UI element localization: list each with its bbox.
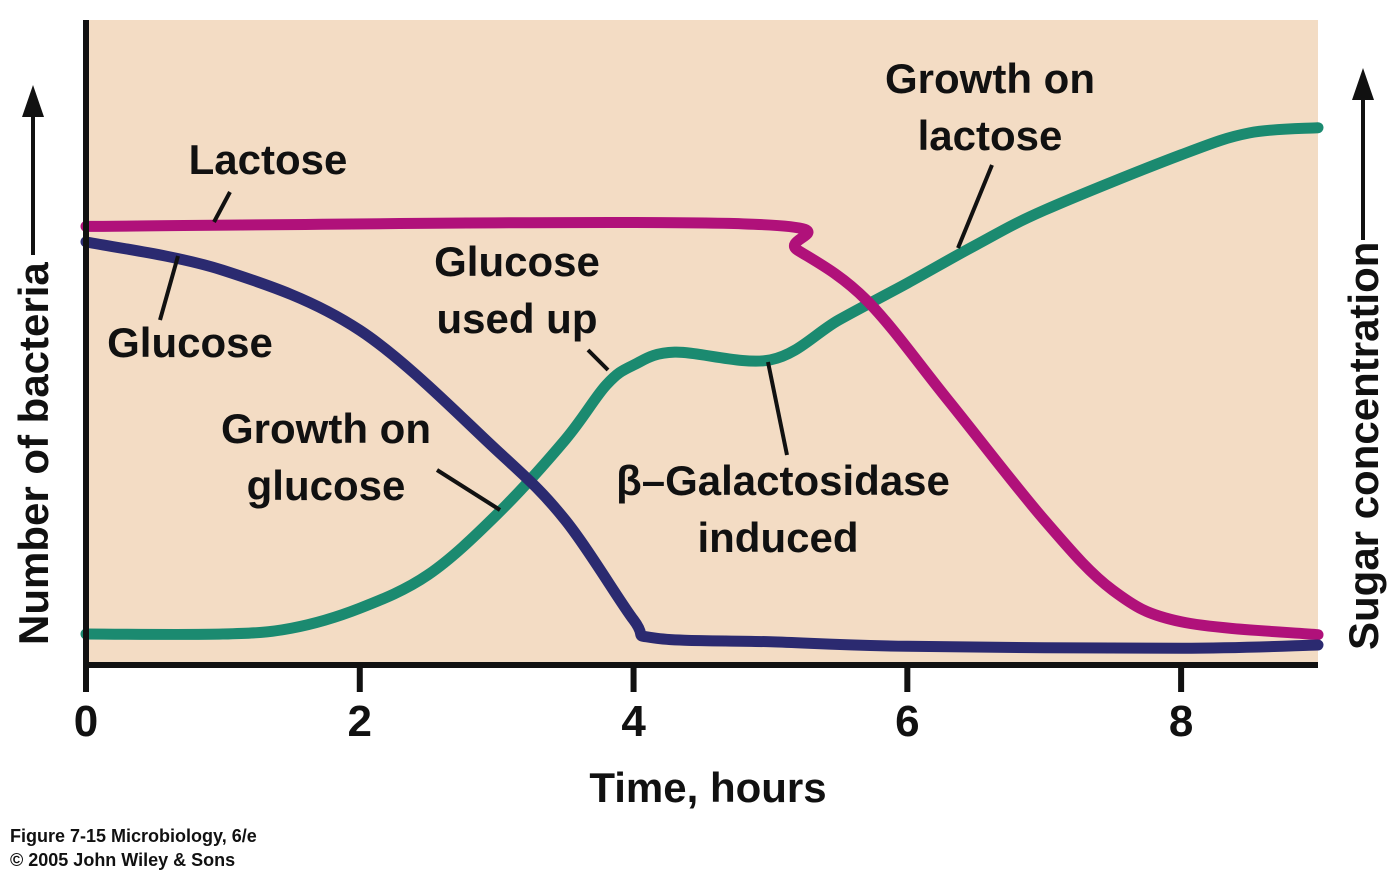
y-axis-label-text: Number of bacteria	[10, 262, 57, 645]
annotation-text: Glucose	[107, 319, 273, 366]
y-axis-label-left: Number of bacteria	[10, 85, 57, 645]
annotation-glucose: Glucose	[107, 255, 273, 366]
x-tick-label: 0	[74, 697, 98, 746]
annotation-text: used up	[436, 295, 597, 342]
annotation-text: Growth on	[221, 405, 431, 452]
annotation-text: Growth on	[885, 55, 1095, 102]
leader-line	[766, 361, 789, 456]
leader-line	[158, 255, 180, 321]
annotation-text: glucose	[247, 462, 406, 509]
annotation-growth-on-lactose: Growth on lactose	[885, 55, 1095, 249]
annotation-beta-galactosidase: β–Galactosidase induced	[616, 361, 950, 561]
arrowhead-icon	[1352, 68, 1374, 100]
x-tick-label: 6	[895, 697, 919, 746]
annotation-lactose: Lactose	[189, 136, 348, 223]
series-line-glucose	[80, 236, 1324, 654]
caption-copyright: © 2005 John Wiley & Sons	[10, 850, 235, 870]
x-axis-label: Time, hours	[589, 764, 826, 811]
annotation-text: induced	[697, 514, 858, 561]
annotation-text: Lactose	[189, 136, 348, 183]
annotation-glucose-used-up: Glucose used up	[434, 238, 610, 372]
leader-line	[212, 191, 232, 223]
series-line-growth	[80, 122, 1324, 640]
plot-background	[86, 20, 1318, 665]
y-axis-label-right: Sugar concentration	[1340, 68, 1387, 650]
leader-line	[435, 468, 502, 512]
x-tick-label: 2	[348, 697, 372, 746]
annotation-growth-on-glucose: Growth on glucose	[221, 405, 502, 512]
x-tick-label: 8	[1169, 697, 1193, 746]
arrowhead-icon	[22, 85, 44, 117]
series-line-lactose	[80, 216, 1324, 641]
leader-line	[956, 164, 994, 249]
y-axis-label-text: Sugar concentration	[1340, 242, 1387, 650]
annotation-text: Glucose	[434, 238, 600, 285]
leader-line	[586, 348, 610, 372]
caption-figure: Figure 7-15 Microbiology, 6/e	[10, 826, 257, 846]
annotation-text: β–Galactosidase	[616, 457, 950, 504]
x-tick-label: 4	[621, 697, 646, 746]
annotation-text: lactose	[918, 112, 1063, 159]
